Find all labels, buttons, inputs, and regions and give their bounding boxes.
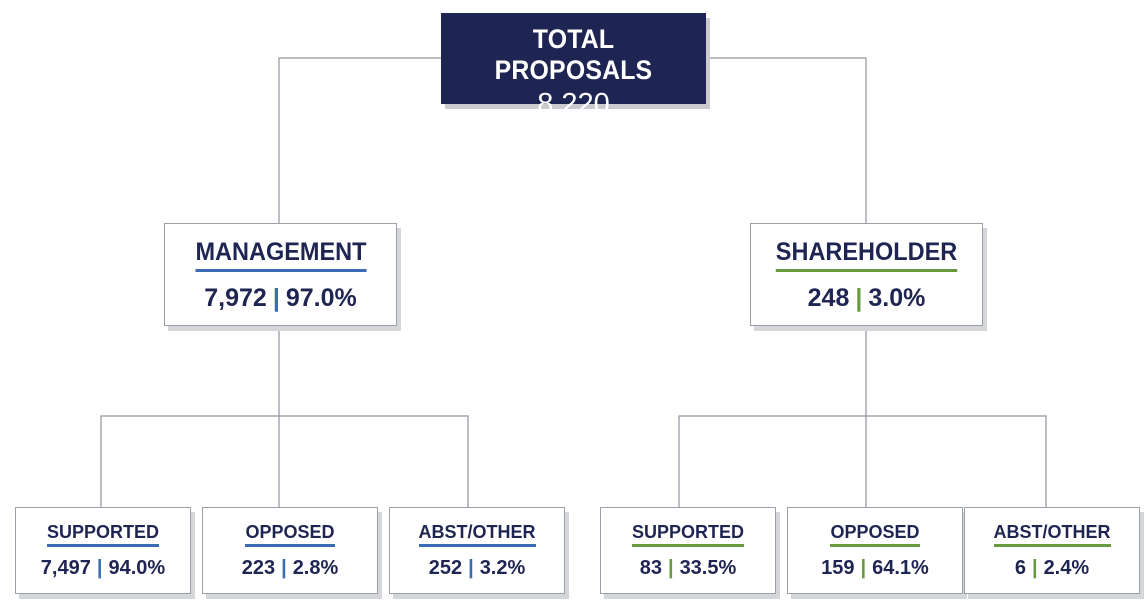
management-supported-box: SUPPORTED 7,497 | 94.0% [15,507,191,594]
shareholder-title: SHAREHOLDER [775,238,958,272]
management-supported-stats: 7,497 | 94.0% [16,557,190,580]
total-proposals-value: 8,220 [537,88,610,120]
shareholder-supported-separator: | [667,557,674,579]
management-separator: | [272,284,280,312]
management-supported-count: 7,497 [40,557,91,579]
shareholder-abst-other-percent: 2.4% [1043,557,1090,579]
shareholder-supported-box: SUPPORTED 83 | 33.5% [600,507,776,594]
shareholder-opposed-count: 159 [821,557,855,579]
management-supported-separator: | [96,557,103,579]
management-abst-other-count: 252 [428,557,463,579]
connector-shareholder [678,326,1047,507]
management-percent: 97.0% [285,284,357,312]
shareholder-count: 248 [807,284,850,312]
shareholder-abst-other-title: ABST/OTHER [993,522,1111,547]
management-supported-percent: 94.0% [108,557,166,579]
shareholder-opposed-percent: 64.1% [872,557,929,579]
management-count: 7,972 [204,284,267,312]
shareholder-supported-percent: 33.5% [679,557,737,579]
shareholder-stats: 248 | 3.0% [751,284,982,313]
shareholder-supported-stats: 83 | 33.5% [601,557,775,580]
management-opposed-box: OPPOSED 223 | 2.8% [202,507,378,594]
connector-management [100,326,469,507]
connector-root [278,57,867,223]
shareholder-abst-other-separator: | [1031,557,1038,579]
management-title: MANAGEMENT [194,238,367,272]
management-opposed-title: OPPOSED [245,522,335,547]
shareholder-abst-other-box: ABST/OTHER 6 | 2.4% [964,507,1140,594]
management-abst-other-separator: | [468,557,474,579]
shareholder-separator: | [855,284,863,312]
shareholder-opposed-box: OPPOSED 159 | 64.1% [787,507,963,594]
management-abst-other-box: ABST/OTHER 252 | 3.2% [389,507,565,594]
shareholder-supported-title: SUPPORTED [631,522,745,547]
management-supported-title: SUPPORTED [46,522,160,547]
management-opposed-stats: 223 | 2.8% [203,557,377,580]
management-abst-other-percent: 3.2% [479,557,526,579]
shareholder-box: SHAREHOLDER 248 | 3.0% [750,223,983,326]
shareholder-opposed-separator: | [860,557,867,579]
management-opposed-separator: | [281,557,287,579]
shareholder-opposed-stats: 159 | 64.1% [788,557,962,580]
management-abst-other-title: ABST/OTHER [418,522,536,547]
management-opposed-count: 223 [241,557,276,579]
shareholder-supported-count: 83 [639,557,662,579]
shareholder-opposed-title: OPPOSED [830,522,920,547]
management-stats: 7,972 | 97.0% [165,284,396,313]
shareholder-percent: 3.0% [868,284,926,312]
management-abst-other-stats: 252 | 3.2% [390,557,564,580]
total-proposals-title: TOTAL PROPOSALS [494,24,653,85]
management-opposed-percent: 2.8% [292,557,339,579]
shareholder-abst-other-stats: 6 | 2.4% [965,557,1139,580]
total-proposals-box: TOTAL PROPOSALS 8,220 [441,13,706,120]
management-box: MANAGEMENT 7,972 | 97.0% [164,223,397,326]
shareholder-abst-other-count: 6 [1014,557,1026,579]
